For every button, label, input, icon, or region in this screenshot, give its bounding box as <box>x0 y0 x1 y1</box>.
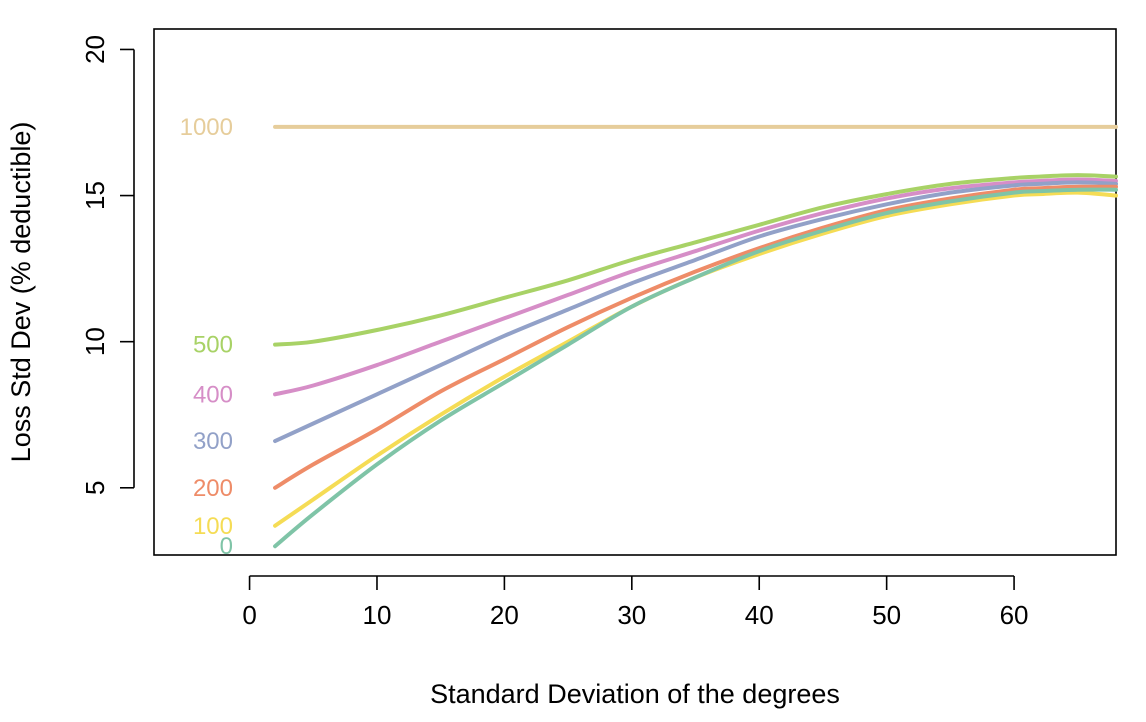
series-line-300 <box>273 180 1118 444</box>
x-tick-label: 40 <box>745 600 774 630</box>
x-tick-label: 60 <box>1000 600 1029 630</box>
y-tick-label: 5 <box>80 481 110 495</box>
y-tick-label: 10 <box>80 327 110 356</box>
series-label-1000: 1000 <box>180 114 233 141</box>
series-line-500 <box>273 173 1118 347</box>
series-label-300: 300 <box>193 428 233 455</box>
series-label-200: 200 <box>193 475 233 502</box>
series-label-500: 500 <box>193 332 233 359</box>
x-tick-label: 30 <box>617 600 646 630</box>
y-tick-label: 20 <box>80 35 110 64</box>
series-line-0 <box>273 187 1118 549</box>
y-axis: 5 10 15 20 <box>80 35 135 495</box>
x-tick-label: 20 <box>490 600 519 630</box>
x-tick-label: 0 <box>242 600 256 630</box>
x-tick-label: 50 <box>872 600 901 630</box>
x-axis: 0 10 20 30 40 50 60 <box>242 575 1029 630</box>
series-label-0: 0 <box>220 533 233 560</box>
plot-frame <box>153 28 1117 556</box>
series-line-200 <box>273 184 1118 490</box>
series-label-400: 400 <box>193 381 233 408</box>
y-axis-title: Loss Std Dev (% deductible) <box>6 122 36 463</box>
series-group <box>273 124 1118 549</box>
x-tick-label: 10 <box>363 600 392 630</box>
series-line-400 <box>273 177 1118 397</box>
series-label-100: 100 <box>193 513 233 540</box>
y-tick-label: 15 <box>80 181 110 210</box>
x-axis-title: Standard Deviation of the degrees <box>430 679 840 709</box>
